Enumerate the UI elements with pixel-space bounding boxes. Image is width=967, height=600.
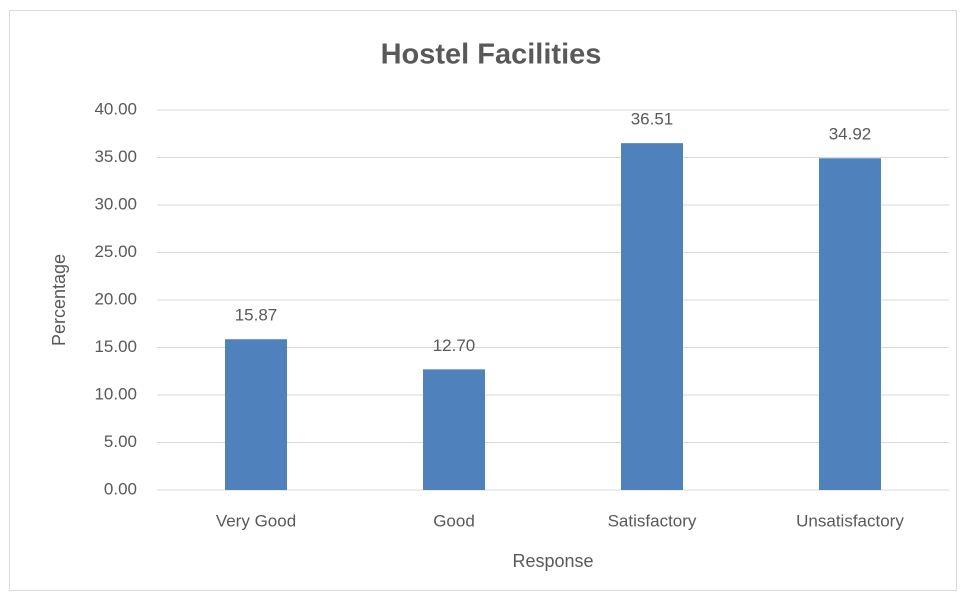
y-tick-label: 30.00 <box>94 194 137 213</box>
y-tick-label: 20.00 <box>94 289 137 308</box>
y-tick-label: 0.00 <box>104 479 137 498</box>
x-tick-label: Very Good <box>216 511 296 530</box>
bar <box>225 339 287 490</box>
data-label: 36.51 <box>631 110 674 129</box>
y-axis-label: Percentage <box>49 254 69 346</box>
data-label: 12.70 <box>433 336 476 355</box>
y-tick-label: 10.00 <box>94 384 137 403</box>
data-label: 34.92 <box>829 125 872 144</box>
y-tick-label: 40.00 <box>94 99 137 118</box>
bar <box>819 158 881 490</box>
bar <box>621 143 683 490</box>
bar <box>423 369 485 490</box>
y-tick-label: 15.00 <box>94 337 137 356</box>
x-tick-label: Unsatisfactory <box>796 511 904 530</box>
data-label: 15.87 <box>235 306 278 325</box>
y-tick-label: 5.00 <box>104 432 137 451</box>
x-axis-label: Response <box>512 551 593 571</box>
x-tick-label: Good <box>433 511 475 530</box>
chart-title: Hostel Facilities <box>381 39 602 71</box>
x-tick-label: Satisfactory <box>608 511 697 530</box>
y-tick-label: 35.00 <box>94 147 137 166</box>
y-tick-label: 25.00 <box>94 242 137 261</box>
